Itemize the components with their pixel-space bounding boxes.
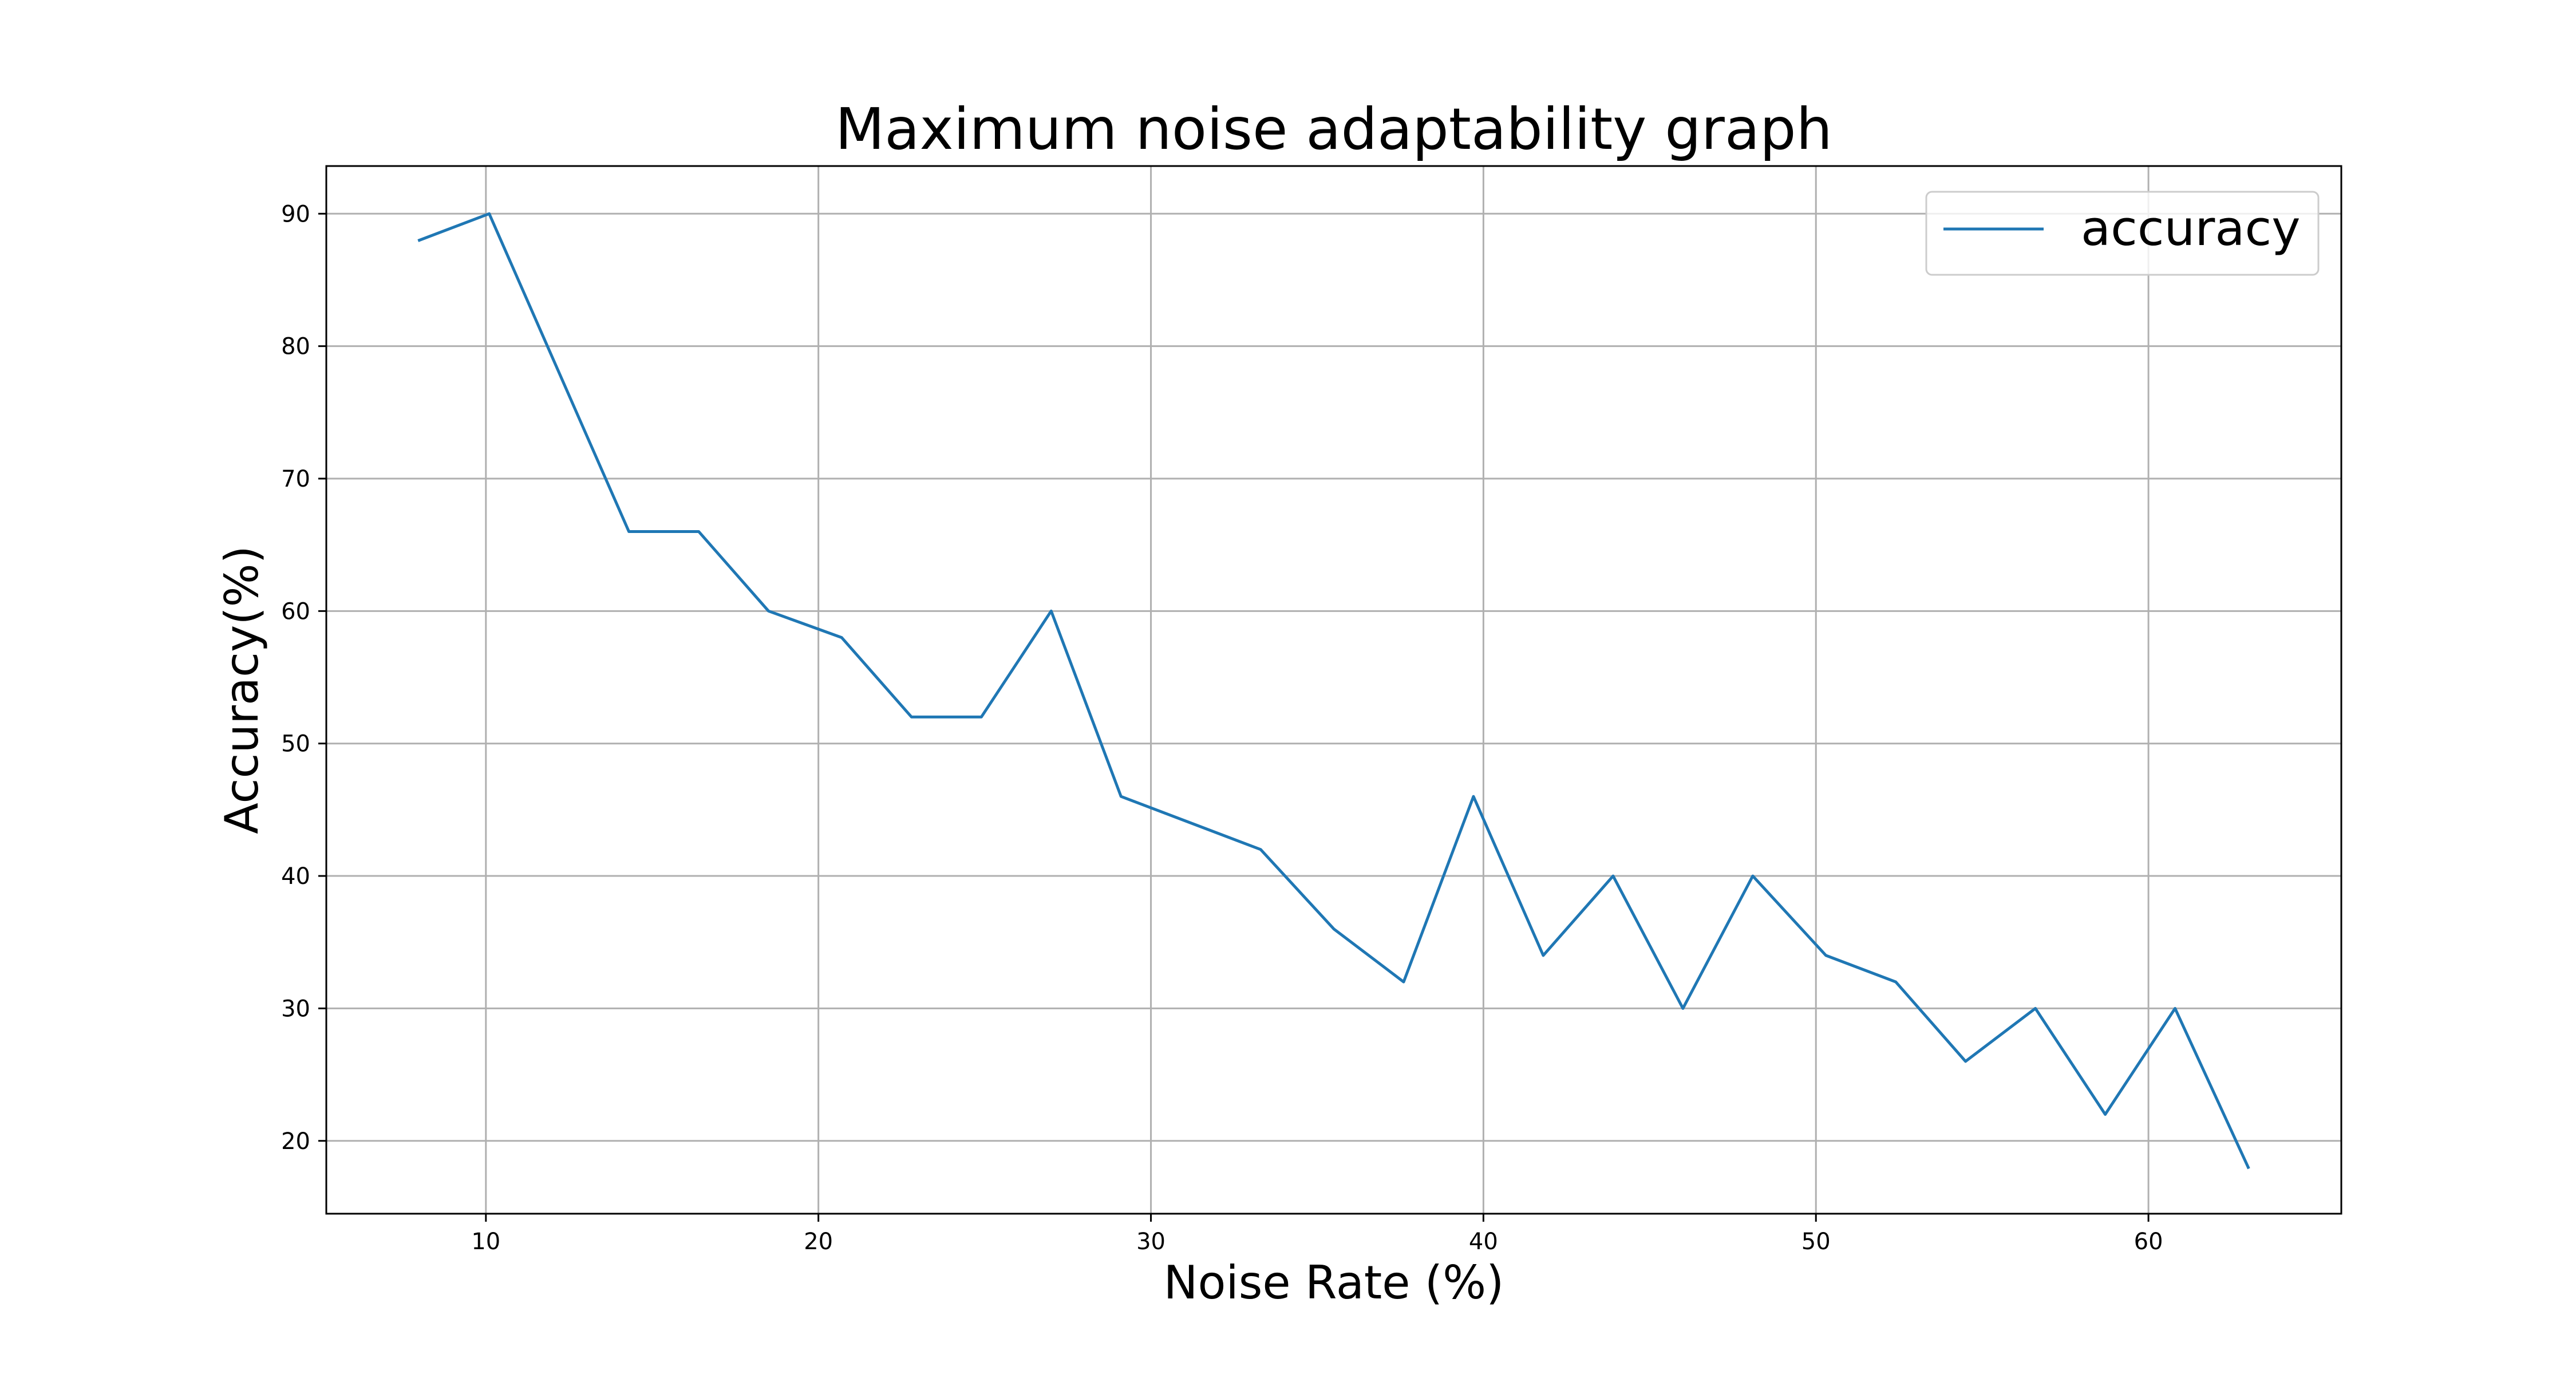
y-tick-label-60: 60 [281, 598, 310, 625]
axis-ticks: 10 20 30 40 50 60 20 30 40 50 60 70 80 90 [281, 201, 2163, 1255]
y-tick-label-20: 20 [281, 1128, 310, 1155]
y-axis-label: Accuracy(%) [215, 546, 268, 834]
y-tick-label-30: 30 [281, 996, 310, 1022]
x-tick-label-10: 10 [471, 1229, 500, 1255]
y-tick-label-80: 80 [281, 334, 310, 360]
data-point-accuracy-6 [841, 637, 842, 638]
x-tick-label-40: 40 [1469, 1229, 1498, 1255]
x-axis-label: Noise Rate (%) [1164, 1256, 1504, 1309]
y-tick-label-70: 70 [281, 466, 310, 492]
legend-box [1925, 191, 2320, 276]
series-line-accuracy [417, 212, 2250, 1170]
y-tick-label-90: 90 [281, 201, 310, 227]
legend-label-accuracy: accuracy [2081, 200, 2301, 257]
y-tick-label-50: 50 [281, 731, 310, 757]
y-tick-label-40: 40 [281, 863, 310, 890]
data-point-accuracy-23 [2035, 1008, 2036, 1009]
x-tick-label-50: 50 [1801, 1229, 1831, 1255]
data-point-accuracy-4 [698, 531, 699, 532]
plot-frame [325, 165, 2342, 1215]
x-tick-label-30: 30 [1136, 1229, 1165, 1255]
series-lines [417, 212, 2250, 1170]
chart-title: Maximum noise adaptability graph [835, 96, 1832, 163]
data-point-accuracy-18 [1682, 1008, 1683, 1009]
x-tick-label-20: 20 [804, 1229, 833, 1255]
x-tick-label-60: 60 [2134, 1229, 2163, 1255]
legend: accuracy [1925, 191, 2320, 276]
data-point-accuracy-26 [2248, 1167, 2249, 1168]
grid-lines [326, 166, 2341, 1214]
